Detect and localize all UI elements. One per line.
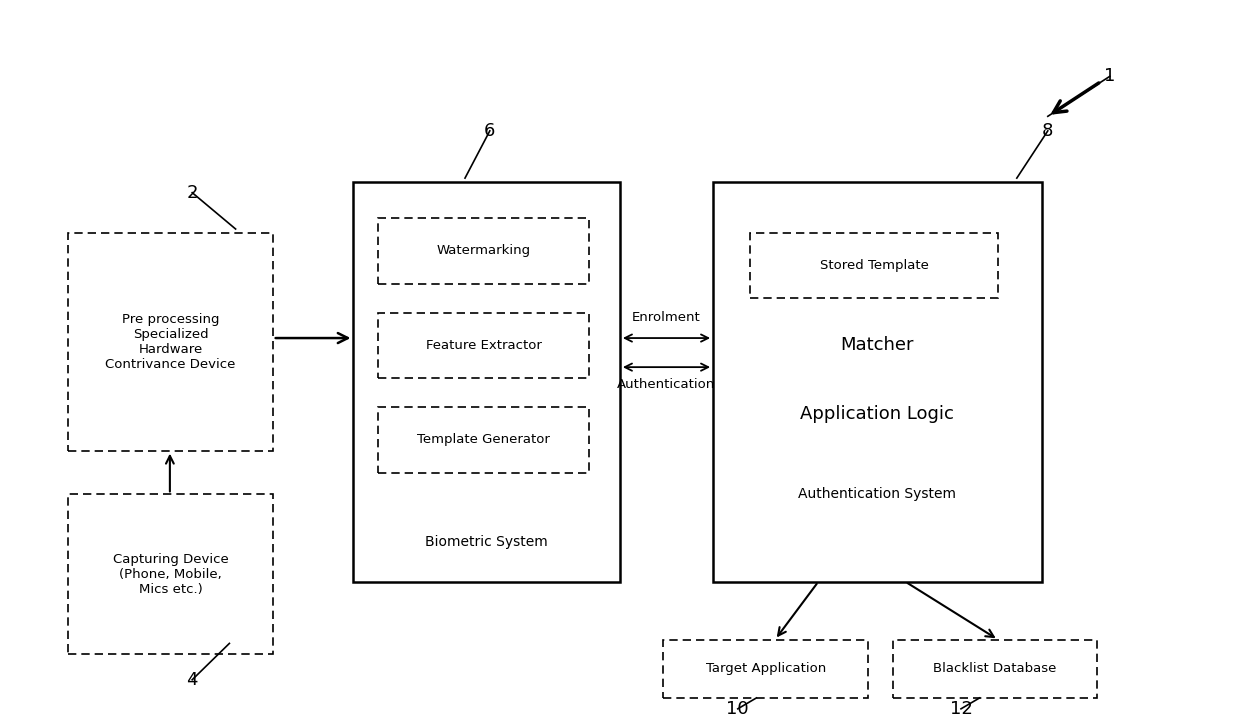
Bar (353, 182, 620, 582)
Text: Target Application: Target Application (706, 662, 826, 675)
Bar (378, 313, 589, 378)
Bar (378, 218, 589, 284)
Text: Enrolment: Enrolment (631, 310, 701, 324)
Text: 8: 8 (1042, 122, 1054, 140)
Bar (750, 233, 998, 298)
Text: 2: 2 (186, 184, 198, 201)
Text: Template Generator: Template Generator (417, 433, 551, 446)
Text: Matcher: Matcher (841, 337, 914, 354)
Text: Application Logic: Application Logic (800, 406, 955, 423)
Text: Biometric System: Biometric System (425, 534, 548, 549)
Text: 6: 6 (484, 122, 496, 140)
Text: Watermarking: Watermarking (436, 244, 531, 257)
Bar (893, 640, 1097, 698)
Text: 4: 4 (186, 671, 198, 688)
Text: Blacklist Database: Blacklist Database (934, 662, 1056, 675)
Text: Stored Template: Stored Template (820, 259, 929, 272)
Text: Authentication: Authentication (616, 378, 715, 391)
Text: 1: 1 (1104, 68, 1116, 85)
Text: Pre processing
Specialized
Hardware
Contrivance Device: Pre processing Specialized Hardware Cont… (105, 313, 236, 371)
Bar (663, 640, 868, 698)
Bar (713, 182, 1042, 582)
Bar (68, 494, 273, 654)
Text: Capturing Device
(Phone, Mobile,
Mics etc.): Capturing Device (Phone, Mobile, Mics et… (113, 553, 228, 596)
Text: 12: 12 (950, 700, 972, 718)
Text: 10: 10 (727, 700, 749, 718)
Bar (378, 407, 589, 473)
Text: Authentication System: Authentication System (799, 487, 956, 502)
Text: Feature Extractor: Feature Extractor (425, 339, 542, 352)
Bar (68, 233, 273, 451)
